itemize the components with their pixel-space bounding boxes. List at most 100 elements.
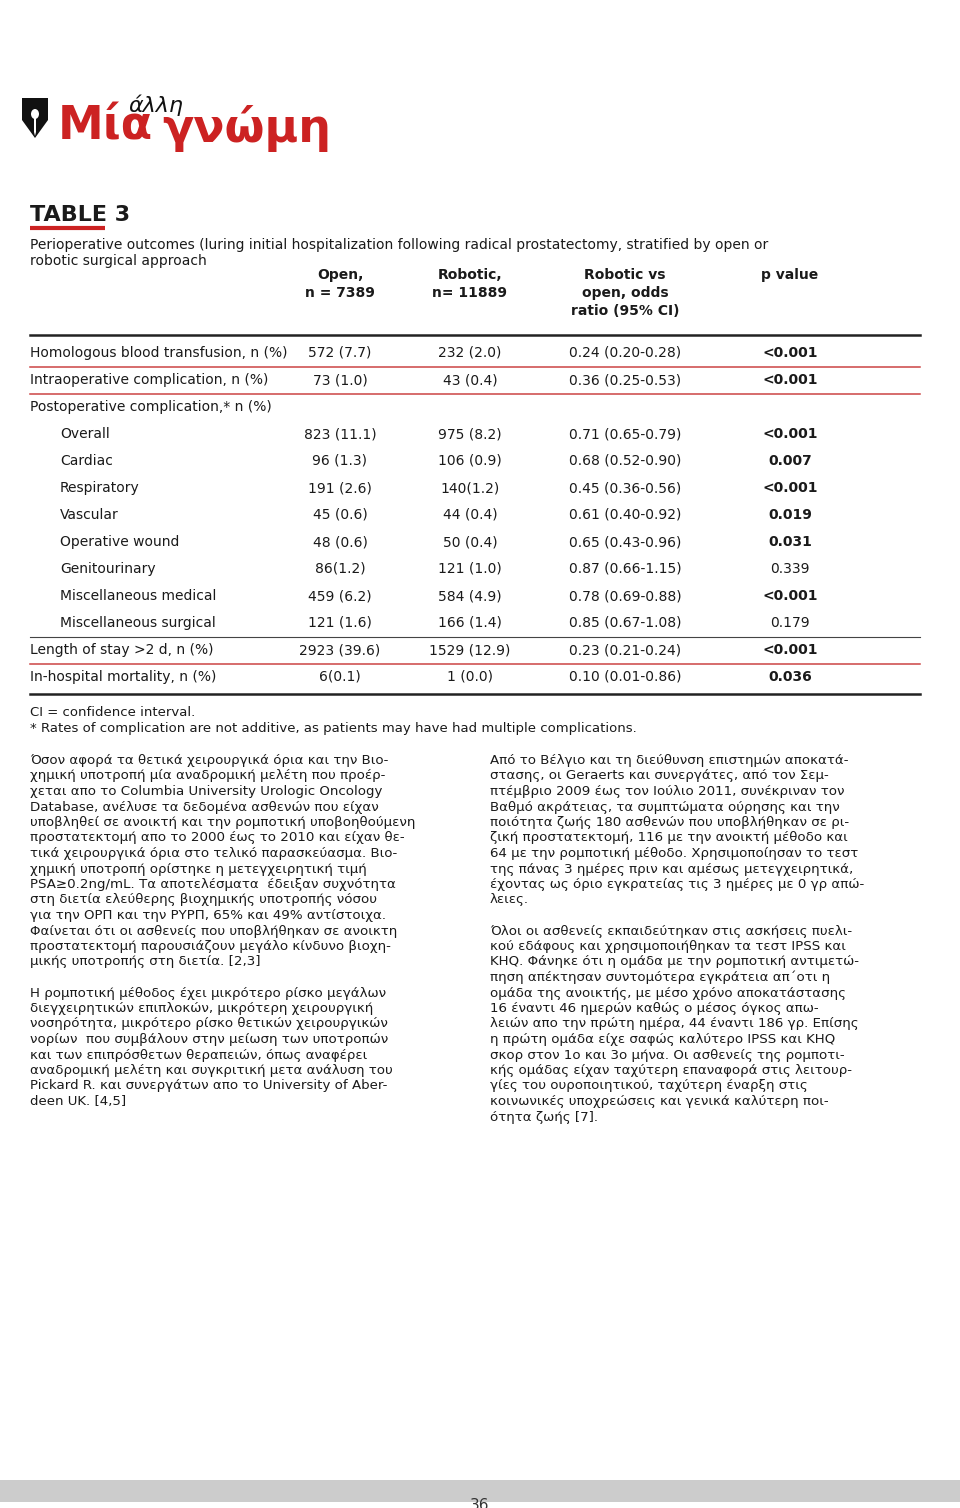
Text: 0.23 (0.21-0.24): 0.23 (0.21-0.24)	[569, 642, 681, 657]
Text: 44 (0.4): 44 (0.4)	[443, 508, 497, 522]
Text: κού εδάφους και χρησιμοποιήθηκαν τα τεστ IPSS και: κού εδάφους και χρησιμοποιήθηκαν τα τεστ…	[490, 939, 846, 953]
Text: ότητα ζωής [7].: ότητα ζωής [7].	[490, 1110, 598, 1123]
Text: γνώμη: γνώμη	[162, 106, 331, 152]
Text: Μία: Μία	[58, 106, 154, 149]
Text: Intraoperative complication, n (%): Intraoperative complication, n (%)	[30, 372, 269, 388]
Text: 6(0.1): 6(0.1)	[319, 670, 361, 685]
Text: η πρώτη ομάδα είχε σαφώς καλύτερο IPSS και ΚΗQ: η πρώτη ομάδα είχε σαφώς καλύτερο IPSS κ…	[490, 1033, 835, 1047]
Text: Βαθμό ακράτειας, τα συμπτώματα ούρησης και την: Βαθμό ακράτειας, τα συμπτώματα ούρησης κ…	[490, 801, 840, 813]
Text: Όλοι οι ασθενείς εκπαιδεύτηκαν στις ασκήσεις πυελι-: Όλοι οι ασθενείς εκπαιδεύτηκαν στις ασκή…	[490, 924, 852, 938]
Text: μικής υποτροπής στη διετία. [2,3]: μικής υποτροπής στη διετία. [2,3]	[30, 956, 260, 968]
Text: 0.71 (0.65-0.79): 0.71 (0.65-0.79)	[569, 427, 682, 440]
Text: έχοντας ως όριο εγκρατείας τις 3 ημέρες με 0 γρ απώ-: έχοντας ως όριο εγκρατείας τις 3 ημέρες …	[490, 878, 864, 891]
Text: Operative wound: Operative wound	[60, 535, 180, 549]
Text: τικά χειρουργικά όρια στο τελικό παρασκεύασμα. Βιο-: τικά χειρουργικά όρια στο τελικό παρασκε…	[30, 847, 397, 860]
Text: Pickard R. και συνεργάτων απο το University of Aber-: Pickard R. και συνεργάτων απο το Univers…	[30, 1080, 388, 1092]
Text: Η ρομποτική μέθοδος έχει μικρότερο ρίσκο μεγάλων: Η ρομποτική μέθοδος έχει μικρότερο ρίσκο…	[30, 986, 386, 1000]
Text: 823 (11.1): 823 (11.1)	[303, 427, 376, 440]
Text: της πάνας 3 ημέρες πριν και αμέσως μετεγχειρητικά,: της πάνας 3 ημέρες πριν και αμέσως μετεγ…	[490, 863, 853, 876]
Text: 43 (0.4): 43 (0.4)	[443, 372, 497, 388]
Text: 73 (1.0): 73 (1.0)	[313, 372, 368, 388]
Text: 191 (2.6): 191 (2.6)	[308, 481, 372, 495]
Text: 96 (1.3): 96 (1.3)	[313, 454, 368, 467]
Text: 0.68 (0.52-0.90): 0.68 (0.52-0.90)	[569, 454, 682, 467]
Bar	[0, 1479, 960, 1502]
Text: 975 (8.2): 975 (8.2)	[438, 427, 502, 440]
Text: 0.10 (0.01-0.86): 0.10 (0.01-0.86)	[568, 670, 682, 685]
Text: 2923 (39.6): 2923 (39.6)	[300, 642, 380, 657]
Text: Homologous blood transfusion, n (%): Homologous blood transfusion, n (%)	[30, 345, 287, 360]
Text: πτέμβριο 2009 έως τον Ιούλιο 2011, συνέκριναν τον: πτέμβριο 2009 έως τον Ιούλιο 2011, συνέκ…	[490, 786, 845, 798]
Polygon shape	[34, 112, 36, 136]
Text: 45 (0.6): 45 (0.6)	[313, 508, 368, 522]
Text: 232 (2.0): 232 (2.0)	[439, 345, 502, 360]
Ellipse shape	[31, 109, 39, 119]
Text: χημική υποτροπή ορίστηκε η μετεγχειρητική τιμή: χημική υποτροπή ορίστηκε η μετεγχειρητικ…	[30, 863, 367, 876]
Text: 0.85 (0.67-1.08): 0.85 (0.67-1.08)	[568, 615, 682, 630]
Text: ΚΗQ. Φάνηκε ότι η ομάδα με την ρομποτική αντιμετώ-: ΚΗQ. Φάνηκε ότι η ομάδα με την ρομποτική…	[490, 956, 859, 968]
Text: Vascular: Vascular	[60, 508, 119, 522]
Text: 1 (0.0): 1 (0.0)	[447, 670, 493, 685]
Text: Robotic,
n= 11889: Robotic, n= 11889	[433, 268, 508, 300]
Text: CI = confidence interval.: CI = confidence interval.	[30, 706, 195, 719]
Text: 0.007: 0.007	[768, 454, 812, 467]
Text: 0.019: 0.019	[768, 508, 812, 522]
Text: Από το Βέλγιο και τη διεύθυνση επιστημών αποκατά-: Από το Βέλγιο και τη διεύθυνση επιστημών…	[490, 754, 849, 768]
Text: In-hospital mortality, n (%): In-hospital mortality, n (%)	[30, 670, 216, 685]
Polygon shape	[22, 98, 48, 139]
Text: Postoperative complication,* n (%): Postoperative complication,* n (%)	[30, 400, 272, 415]
Text: <0.001: <0.001	[762, 372, 818, 388]
Text: * Rates of complication are not additive, as patients may have had multiple comp: * Rates of complication are not additive…	[30, 722, 636, 734]
Text: 106 (0.9): 106 (0.9)	[438, 454, 502, 467]
Text: 48 (0.6): 48 (0.6)	[313, 535, 368, 549]
Text: 86(1.2): 86(1.2)	[315, 562, 366, 576]
Text: νοσηρότητα, μικρότερο ρίσκο θετικών χειρουργικών: νοσηρότητα, μικρότερο ρίσκο θετικών χειρ…	[30, 1018, 388, 1030]
Text: και των επιπρόσθετων θεραπειών, όπως αναφέρει: και των επιπρόσθετων θεραπειών, όπως ανα…	[30, 1048, 368, 1062]
Text: 0.339: 0.339	[770, 562, 809, 576]
Text: 50 (0.4): 50 (0.4)	[443, 535, 497, 549]
Text: σκορ στον 1ο και 3ο μήνα. Οι ασθενείς της ρομποτι-: σκορ στον 1ο και 3ο μήνα. Οι ασθενείς τη…	[490, 1048, 845, 1062]
Text: Robotic vs
open, odds
ratio (95% CI): Robotic vs open, odds ratio (95% CI)	[571, 268, 680, 318]
Text: deen UK. [4,5]: deen UK. [4,5]	[30, 1095, 126, 1108]
Text: προστατεκτομή απο το 2000 έως το 2010 και είχαν θε-: προστατεκτομή απο το 2000 έως το 2010 κα…	[30, 831, 404, 844]
Text: για την ΟΡΠ και την ΡΥΡΠ, 65% και 49% αντίστοιχα.: για την ΟΡΠ και την ΡΥΡΠ, 65% και 49% αν…	[30, 909, 386, 921]
Text: PSA≥0.2ng/mL. Τα αποτελέσματα  έδειξαν συχνότητα: PSA≥0.2ng/mL. Τα αποτελέσματα έδειξαν συ…	[30, 878, 396, 891]
Text: ποιότητα ζωής 180 ασθενών που υποβλήθηκαν σε ρι-: ποιότητα ζωής 180 ασθενών που υποβλήθηκα…	[490, 816, 850, 829]
Text: 166 (1.4): 166 (1.4)	[438, 615, 502, 630]
Text: χεται απο το Columbia University Urologic Oncology: χεται απο το Columbia University Urologi…	[30, 786, 382, 798]
Text: 0.179: 0.179	[770, 615, 810, 630]
Text: 584 (4.9): 584 (4.9)	[438, 590, 502, 603]
Text: Respiratory: Respiratory	[60, 481, 140, 495]
Text: Perioperative outcomes (luring initial hospitalization following radical prostat: Perioperative outcomes (luring initial h…	[30, 238, 768, 252]
Text: <0.001: <0.001	[762, 427, 818, 440]
Text: κής ομάδας είχαν ταχύτερη επαναφορά στις λειτουρ-: κής ομάδας είχαν ταχύτερη επαναφορά στις…	[490, 1065, 852, 1077]
Text: αναδρομική μελέτη και συγκριτική μετα ανάλυση του: αναδρομική μελέτη και συγκριτική μετα αν…	[30, 1065, 393, 1077]
Text: γίες του ουροποιητικού, ταχύτερη έναρξη στις: γίες του ουροποιητικού, ταχύτερη έναρξη …	[490, 1080, 807, 1092]
Text: λειες.: λειες.	[490, 894, 529, 906]
Text: 572 (7.7): 572 (7.7)	[308, 345, 372, 360]
Text: διεγχειρητικών επιπλοκών, μικρότερη χειρουργική: διεγχειρητικών επιπλοκών, μικρότερη χειρ…	[30, 1001, 373, 1015]
Text: στη διετία ελεύθερης βιοχημικής υποτροπής νόσου: στη διετία ελεύθερης βιοχημικής υποτροπή…	[30, 894, 377, 906]
Text: λειών απο την πρώτη ημέρα, 44 έναντι 186 γρ. Επίσης: λειών απο την πρώτη ημέρα, 44 έναντι 186…	[490, 1018, 858, 1030]
Text: <0.001: <0.001	[762, 345, 818, 360]
Text: 0.24 (0.20-0.28): 0.24 (0.20-0.28)	[569, 345, 681, 360]
Text: πηση απέκτησαν συντομότερα εγκράτεια απ΄οτι η: πηση απέκτησαν συντομότερα εγκράτεια απ΄…	[490, 971, 830, 985]
Text: 121 (1.0): 121 (1.0)	[438, 562, 502, 576]
Text: Length of stay >2 d, n (%): Length of stay >2 d, n (%)	[30, 642, 213, 657]
Text: Cardiac: Cardiac	[60, 454, 113, 467]
Text: χημική υποτροπή μία αναδρομική μελέτη που προέρ-: χημική υποτροπή μία αναδρομική μελέτη πο…	[30, 769, 385, 783]
Text: Genitourinary: Genitourinary	[60, 562, 156, 576]
Text: υποβληθεί σε ανοικτή και την ρομποτική υποβοηθούμενη: υποβληθεί σε ανοικτή και την ρομποτική υ…	[30, 816, 416, 829]
Text: <0.001: <0.001	[762, 590, 818, 603]
Text: <0.001: <0.001	[762, 481, 818, 495]
Text: Φαίνεται ότι οι ασθενείς που υποβλήθηκαν σε ανοικτη: Φαίνεται ότι οι ασθενείς που υποβλήθηκαν…	[30, 924, 397, 938]
Text: <0.001: <0.001	[762, 642, 818, 657]
Text: robotic surgical approach: robotic surgical approach	[30, 253, 206, 268]
Text: ομάδα της ανοικτής, με μέσο χρόνο αποκατάστασης: ομάδα της ανοικτής, με μέσο χρόνο αποκατ…	[490, 986, 846, 1000]
Text: προστατεκτομή παρουσιάζουν μεγάλο κίνδυνο βιοχη-: προστατεκτομή παρουσιάζουν μεγάλο κίνδυν…	[30, 939, 391, 953]
Text: άλλη: άλλη	[128, 95, 183, 116]
Text: 36: 36	[470, 1497, 490, 1508]
Text: p value: p value	[761, 268, 819, 282]
Text: κοινωνικές υποχρεώσεις και γενικά καλύτερη ποι-: κοινωνικές υποχρεώσεις και γενικά καλύτε…	[490, 1095, 828, 1108]
Text: 459 (6.2): 459 (6.2)	[308, 590, 372, 603]
